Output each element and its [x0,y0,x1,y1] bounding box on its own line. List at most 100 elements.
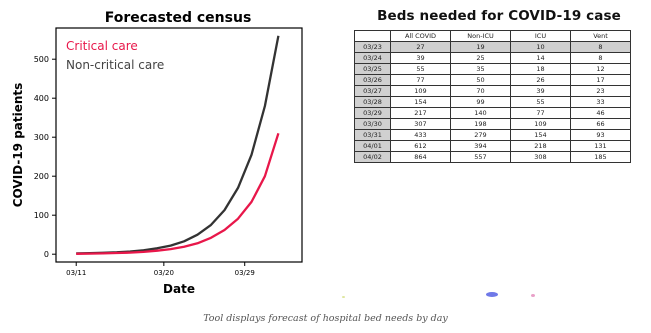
table-cell: 394 [450,140,511,152]
table-cell: 50 [450,74,511,86]
table-title: Beds needed for COVID-19 case [377,8,621,24]
table-cell: 131 [570,140,631,152]
table-cell: 77 [390,74,451,86]
table-row: 03/23 27 19 10 8 [354,41,631,53]
table-cell: 612 [390,140,451,152]
table-cell: 70 [450,85,511,97]
table-row: 03/26 77 50 26 17 [354,74,631,86]
header-vent: Vent [570,30,631,42]
table-cell: 23 [570,85,631,97]
table-cell: 433 [390,129,451,141]
table-cell: 557 [450,151,511,163]
census-chart-svg: Forecasted census 0 100 200 300 400 500 03/11… [11,10,303,296]
table-cell: 109 [510,118,571,130]
table-cell: 217 [390,107,451,119]
table-cell: 25 [450,52,511,64]
table-cell-date: 03/31 [354,129,391,141]
table-cell: 27 [390,41,451,53]
table-cell: 26 [510,74,571,86]
table-cell: 154 [510,129,571,141]
table-row: 03/28 154 99 55 33 [354,96,631,108]
table-cell: 46 [570,107,631,119]
legend-entry-critical-care: Critical care [66,39,138,53]
table-cell: 18 [510,63,571,75]
census-chart: Forecasted census 0 100 200 300 400 500 03/11… [0,0,310,305]
table-cell: 39 [390,52,451,64]
table-cell: 185 [570,151,631,163]
beds-table: All COVID Non-ICU ICU Vent 03/23 27 19 10 8 0… [354,30,631,163]
y-tick-label: 400 [34,94,49,103]
table-cell-date: 03/23 [354,41,391,53]
y-axis-label: COVID-19 patients [11,83,25,208]
table-cell: 55 [390,63,451,75]
table-cell: 66 [570,118,631,130]
table-cell: 14 [510,52,571,64]
table-cell: 308 [510,151,571,163]
table-cell-date: 03/24 [354,52,391,64]
table-cell: 8 [570,52,631,64]
x-tick-label: 03/20 [154,269,174,277]
table-cell: 19 [450,41,511,53]
table-cell-date: 03/29 [354,107,391,119]
artifact-speck [342,296,345,298]
table-cell-date: 03/30 [354,118,391,130]
artifact-speck [531,294,535,297]
series-lines [76,35,280,255]
table-row: 03/24 39 25 14 8 [354,52,631,64]
table-cell: 99 [450,96,511,108]
table-cell-date: 03/27 [354,85,391,97]
table-cell-date: 03/26 [354,74,391,86]
header-non-icu: Non-ICU [450,30,511,42]
table-row: 03/29 217 140 77 46 [354,107,631,119]
table-cell: 12 [570,63,631,75]
header-icu: ICU [510,30,571,42]
table-row: 03/25 55 35 18 12 [354,63,631,75]
x-tick-label: 03/11 [66,269,86,277]
artifact-speck [486,292,498,297]
beds-table-panel: Beds needed for COVID-19 case All COVID … [350,8,648,193]
table-cell: 198 [450,118,511,130]
y-axis: 0 100 200 300 400 500 [34,55,56,259]
table-cell: 93 [570,129,631,141]
table-cell-date: 04/01 [354,140,391,152]
table-row: 04/01 612 394 218 131 [354,140,631,152]
table-cell: 33 [570,96,631,108]
table-row: 03/31 433 279 154 93 [354,129,631,141]
series-line-critical-care [76,132,280,255]
y-tick-label: 500 [34,55,49,64]
table-cell: 10 [510,41,571,53]
table-cell: 140 [450,107,511,119]
figure-caption: Tool displays forecast of hospital bed n… [203,313,448,324]
table-row: 04/02 864 557 308 185 [354,151,631,163]
x-tick-label: 03/29 [235,269,255,277]
y-tick-label: 100 [34,211,49,220]
table-header-row: All COVID Non-ICU ICU Vent [354,30,631,42]
y-tick-label: 300 [34,133,49,142]
chart-title: Forecasted census [105,10,252,26]
plot-frame [55,27,303,263]
y-tick-label: 200 [34,172,49,181]
header-all-covid: All COVID [390,30,451,42]
table-row: 03/30 307 198 109 66 [354,118,631,130]
table-cell: 55 [510,96,571,108]
table-cell-date: 03/28 [354,96,391,108]
table-cell: 864 [390,151,451,163]
x-axis: 03/11 03/20 03/29 [66,262,255,277]
table-cell: 218 [510,140,571,152]
table-cell: 35 [450,63,511,75]
table-cell-date: 04/02 [354,151,391,163]
table-cell: 39 [510,85,571,97]
table-cell: 307 [390,118,451,130]
beds-table-body: 03/23 27 19 10 8 03/24 39 25 14 8 03/25 55 35 18 12 03/… [354,41,631,163]
table-cell: 279 [450,129,511,141]
legend-entry-non-critical-care: Non-critical care [66,58,164,72]
x-axis-label: Date [163,282,195,296]
table-cell: 8 [570,41,631,53]
table-cell: 154 [390,96,451,108]
table-cell: 17 [570,74,631,86]
table-cell: 109 [390,85,451,97]
y-tick-label: 0 [44,250,49,259]
table-cell-date: 03/25 [354,63,391,75]
table-cell: 77 [510,107,571,119]
header-date [354,30,391,42]
